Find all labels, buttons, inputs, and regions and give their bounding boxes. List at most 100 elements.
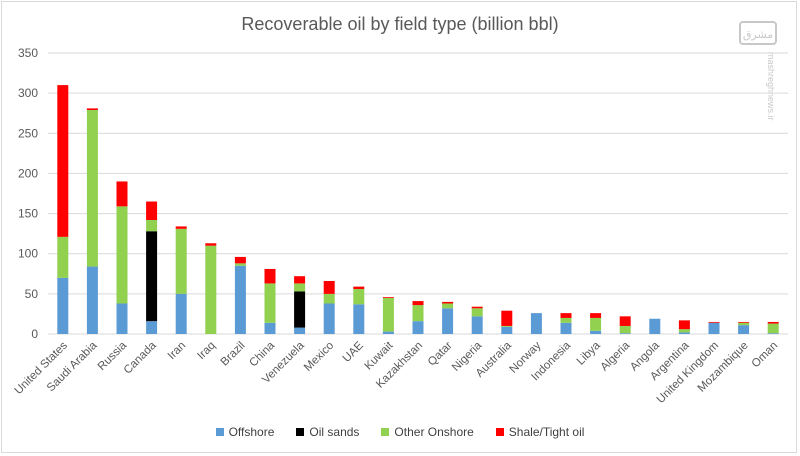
bar-segment	[353, 304, 365, 334]
bar-segment	[708, 321, 720, 323]
bar-segment	[501, 326, 513, 334]
legend-swatch	[495, 428, 504, 436]
x-tick-label: Iran	[166, 340, 189, 363]
x-tick-label: Oman	[750, 340, 781, 371]
y-tick-label: 200	[18, 166, 38, 180]
bar-segment	[767, 333, 779, 334]
bar-segment	[501, 310, 513, 326]
bar-segment	[560, 317, 572, 323]
legend-swatch	[215, 428, 224, 436]
bar-segment	[205, 245, 217, 334]
bar-segment	[116, 181, 128, 207]
legend: Offshore Oil sands Other Onshore Shale/Tigh…	[0, 425, 800, 439]
bar-segment	[294, 276, 306, 284]
watermark-logo: مشرق mashreghnews.ir	[739, 21, 777, 121]
bar-segment	[382, 297, 394, 332]
bar-segment	[590, 317, 602, 331]
bar-segment	[560, 313, 572, 318]
bar-segment	[590, 330, 602, 334]
watermark-text: mashreghnews.ir	[766, 52, 776, 121]
bar-segment	[678, 320, 690, 330]
legend-item: Other Onshore	[381, 425, 474, 439]
bar-segment	[323, 281, 335, 294]
bar-segment	[146, 219, 158, 232]
x-tick-label: Algeria	[599, 339, 633, 373]
bar-segment	[767, 323, 779, 334]
bars	[57, 85, 779, 334]
bar-segment	[767, 321, 779, 324]
legend-item: Offshore	[215, 425, 275, 439]
bar-segment	[738, 325, 750, 334]
bar-segment	[619, 325, 631, 334]
bar-segment	[294, 283, 306, 292]
legend-swatch	[296, 428, 305, 436]
bar-segment	[116, 303, 128, 334]
bar-segment	[412, 321, 424, 334]
x-tick-label: Mexico	[302, 340, 336, 374]
y-axis-ticks: 0 50 100 150 200 250 300 350	[18, 46, 38, 341]
bar-segment	[738, 322, 750, 326]
bar-segment	[86, 110, 98, 267]
x-tick-label: UAE	[341, 339, 366, 364]
y-tick-label: 300	[18, 86, 38, 100]
bar-segment	[590, 313, 602, 318]
bar-segment	[175, 293, 187, 334]
svg-text:مشرق: مشرق	[743, 28, 773, 41]
x-tick-label: Canada	[122, 339, 159, 376]
bar-segment	[86, 108, 98, 111]
bar-segment	[323, 293, 335, 304]
bar-segment	[471, 316, 483, 334]
bar-segment	[471, 308, 483, 317]
bar-segment	[294, 291, 306, 328]
bar-segment	[57, 277, 69, 334]
bar-segment	[382, 297, 394, 298]
bar-segment	[57, 236, 69, 278]
legend-swatch	[381, 428, 390, 436]
bar-segment	[738, 321, 750, 323]
bar-segment	[86, 266, 98, 334]
chart-title: Recoverable oil by field type (billion b…	[241, 14, 559, 34]
bar-segment	[294, 327, 306, 334]
bar-segment	[678, 332, 690, 334]
bar-segment	[353, 286, 365, 290]
x-tick-label: Brazil	[219, 340, 248, 369]
bar-segment	[146, 321, 158, 334]
bar-segment	[442, 308, 454, 334]
bar-segment	[264, 268, 276, 284]
legend-label: Offshore	[228, 425, 275, 439]
bar-segment	[412, 301, 424, 306]
x-tick-label: Iraq	[195, 340, 218, 363]
bar-segment	[442, 303, 454, 309]
bar-segment	[353, 289, 365, 305]
bar-segment	[205, 243, 217, 246]
legend-label: Oil sands	[309, 425, 360, 439]
bar-segment	[442, 301, 454, 304]
bar-segment	[323, 303, 335, 334]
bar-segment	[382, 331, 394, 334]
bar-segment	[175, 228, 187, 294]
bar-segment	[708, 322, 720, 334]
bar-segment	[264, 283, 276, 323]
bar-segment	[678, 329, 690, 333]
bar-segment	[57, 85, 69, 237]
bar-segment	[234, 256, 246, 264]
bar-segment	[264, 322, 276, 334]
bar-segment	[560, 322, 572, 334]
legend-item: Oil sands	[296, 425, 359, 439]
y-tick-label: 150	[18, 207, 38, 221]
legend-item: Shale/Tight oil	[495, 425, 584, 439]
bar-segment	[116, 206, 128, 304]
bar-segment	[649, 318, 661, 334]
gridlines	[48, 52, 788, 335]
y-tick-label: 0	[31, 327, 38, 341]
bar-segment	[619, 316, 631, 326]
bar-segment	[530, 313, 542, 334]
bar-segment	[234, 263, 246, 266]
bar-segment	[501, 325, 513, 327]
y-tick-label: 350	[18, 46, 38, 60]
y-tick-label: 250	[18, 126, 38, 140]
legend-label: Other Onshore	[394, 425, 474, 439]
bar-segment	[175, 226, 187, 229]
